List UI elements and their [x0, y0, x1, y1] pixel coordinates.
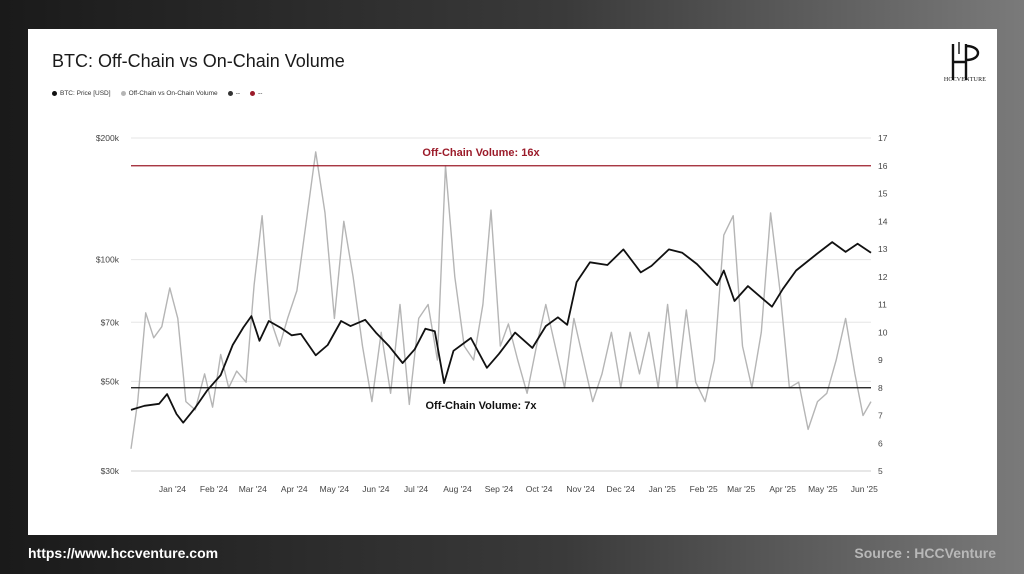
- x-tick-label: Apr '25: [769, 484, 796, 494]
- x-tick-label: Feb '24: [200, 484, 228, 494]
- logo-wordmark: HCCVENTURE: [943, 77, 987, 83]
- hcc-logo-icon: [951, 42, 980, 80]
- y-left-tick-label: $200k: [96, 133, 120, 143]
- y-right-tick-label: 15: [878, 189, 888, 199]
- legend-dot-icon: [227, 91, 233, 96]
- footer-source: Source : HCCVenture: [854, 545, 996, 561]
- y-right-tick-label: 12: [878, 272, 888, 282]
- x-tick-label: Jan '25: [649, 484, 676, 494]
- y-right-tick-label: 5: [878, 466, 883, 476]
- reference-label-7x: Off-Chain Volume: 7x: [425, 400, 537, 412]
- legend-label: Off-Chain vs On-Chain Volume: [128, 90, 218, 97]
- y-right-tick-label: 17: [878, 133, 888, 143]
- y-right-tick-label: 11: [878, 300, 887, 310]
- chart-plot: $30k $50k $70k $100k $200k 5 6 7 8 9 10 11 12 13 14 15 1…: [96, 133, 888, 494]
- series-line-volume-ratio: [130, 151, 872, 449]
- chart-card: BTC: Off-Chain vs On-Chain Volume HCCVEN…: [28, 29, 997, 535]
- legend-dot-icon: [250, 91, 256, 96]
- x-tick-label: Oct '24: [526, 484, 553, 494]
- y-right-tick-label: 6: [878, 438, 883, 448]
- legend-dot-icon: [120, 91, 126, 96]
- legend-item-price[interactable]: BTC: Price [USD]: [52, 90, 111, 97]
- x-tick-label: Nov '24: [566, 484, 595, 494]
- y-right-tick-label: 8: [878, 383, 883, 393]
- x-tick-label: Jun '24: [362, 484, 389, 494]
- legend-label: --: [258, 90, 263, 97]
- y-right-tick-label: 7: [878, 411, 883, 421]
- x-tick-label: Mar '24: [239, 484, 267, 494]
- x-tick-label: Apr '24: [281, 484, 308, 494]
- y-left-tick-label: $70k: [101, 317, 120, 327]
- y-left-tick-label: $50k: [101, 376, 120, 386]
- x-tick-label: Mar '25: [727, 484, 755, 494]
- x-tick-label: Jun '25: [851, 484, 878, 494]
- y-right-tick-label: 13: [878, 244, 888, 254]
- y-right-tick-label: 16: [878, 161, 888, 171]
- reference-label-16x: Off-Chain Volume: 16x: [422, 147, 540, 159]
- legend-dot-icon: [52, 91, 57, 96]
- x-tick-label: Sep '24: [485, 484, 514, 494]
- y-right-tick-label: 10: [878, 327, 888, 337]
- y-right-tick-label: 9: [878, 355, 883, 365]
- legend-label: --: [235, 90, 241, 97]
- footer-website-link[interactable]: https://www.hccventure.com: [28, 545, 219, 561]
- chart-title: BTC: Off-Chain vs On-Chain Volume: [52, 51, 345, 71]
- chart-legend: BTC: Price [USD] Off-Chain vs On-Chain V…: [52, 90, 272, 97]
- x-tick-label: May '24: [320, 484, 350, 494]
- legend-label: BTC: Price [USD]: [60, 90, 111, 97]
- series-line-btc-price: [130, 241, 872, 424]
- y-right-tick-label: 14: [878, 216, 888, 226]
- legend-item-volume-ratio[interactable]: Off-Chain vs On-Chain Volume: [120, 90, 218, 97]
- x-tick-label: Jan '24: [159, 484, 186, 494]
- legend-item-black-line[interactable]: --: [227, 90, 241, 97]
- x-tick-label: Feb '25: [690, 484, 718, 494]
- x-tick-label: Jul '24: [404, 484, 429, 494]
- x-tick-label: May '25: [808, 484, 838, 494]
- y-left-tick-label: $100k: [96, 255, 120, 265]
- x-tick-label: Dec '24: [606, 484, 635, 494]
- x-tick-label: Aug '24: [443, 484, 472, 494]
- legend-item-red-line[interactable]: --: [250, 90, 262, 97]
- y-left-tick-label: $30k: [101, 466, 120, 476]
